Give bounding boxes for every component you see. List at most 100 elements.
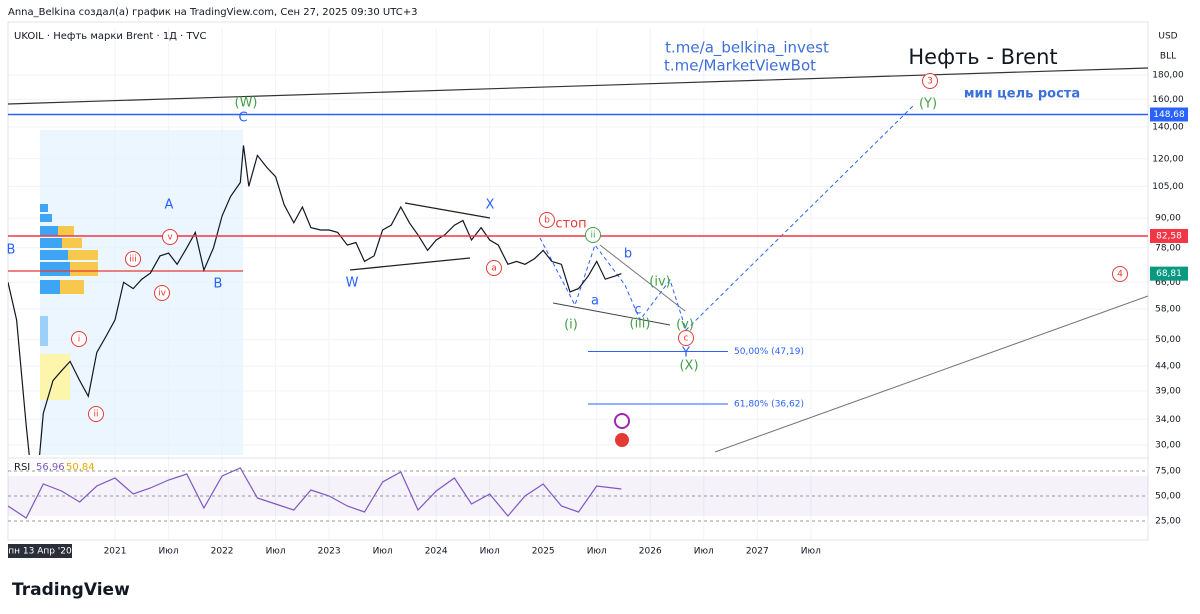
x-tick-label: Июл: [801, 547, 821, 557]
wave-label: B: [7, 243, 16, 258]
wave-label: c: [684, 334, 689, 344]
y-tick-label: 90,00: [1155, 214, 1181, 224]
wave-label: Y: [681, 346, 690, 361]
currency: USD: [1158, 32, 1177, 42]
wave-circle: [1112, 266, 1128, 282]
wave-label: (v): [676, 318, 694, 333]
y-tick-label: 78,00: [1155, 243, 1181, 253]
wave-label: (i): [564, 318, 578, 333]
price-tag: [1150, 266, 1188, 281]
wave-label: X: [486, 198, 495, 213]
wave-label: (X): [679, 359, 698, 374]
chart-title: Нефть - Brent: [908, 45, 1057, 69]
wave-label: t.me/MarketViewBot: [664, 57, 816, 75]
wave-circle: [486, 260, 502, 276]
y-tick-label: 44,00: [1155, 362, 1181, 372]
price-tag: [1150, 107, 1188, 122]
x-tick-label: 2027: [746, 547, 769, 557]
event-icon: [615, 433, 629, 447]
y-tick-label: 66,00: [1155, 278, 1181, 288]
y-tick-label: 140,00: [1152, 122, 1184, 132]
x-tick-label: Июл: [266, 547, 286, 557]
wave-circle: [539, 212, 555, 228]
x-tick-label: 2025: [532, 547, 555, 557]
volume-profile: [40, 204, 98, 400]
unit: BLL: [1160, 52, 1176, 62]
wave-label: iv: [158, 289, 167, 299]
wave-label: ii: [93, 410, 98, 420]
price-tag-label: 82,58: [1156, 231, 1182, 241]
wave-label: (iii): [630, 317, 651, 332]
x-tick-label: 2023: [318, 547, 341, 557]
wave-label: C: [238, 111, 247, 126]
x-tick-label: Июл: [373, 547, 393, 557]
wave-circle: [125, 251, 141, 267]
plot: 30,00 34,00 39,00 44,00 50,00 58,00 66,00 78,00…: [7, 39, 1188, 557]
price-tag: [1150, 228, 1188, 243]
wave-label: ii: [590, 231, 595, 241]
wave-label: B: [214, 277, 223, 292]
price-line: [8, 145, 622, 455]
wave-label: t.me/a_belkina_invest: [665, 39, 829, 58]
wave-label: стоп: [555, 217, 586, 232]
wave-label: b: [544, 216, 550, 226]
fib-label: 50,00% (47,19): [734, 347, 804, 357]
wave-circle: [88, 406, 104, 422]
x-tick-label: Июл: [694, 547, 714, 557]
wave-label: c: [634, 303, 641, 318]
wave-label: v: [167, 233, 173, 243]
price-tag-label: 68,81: [1156, 269, 1182, 279]
wave-label: (W): [235, 96, 258, 111]
x-tick-label: 2021: [104, 547, 127, 557]
crosshair-tag: [8, 544, 72, 558]
rsi-ma-value: 50,84: [66, 462, 95, 473]
y-tick-label: 120,00: [1152, 154, 1184, 164]
y-tick-label: 39,00: [1155, 386, 1181, 396]
wave-label: iii: [129, 255, 137, 265]
wave-circle: [922, 73, 938, 89]
event-icon: [614, 413, 630, 429]
wave-label: W: [346, 276, 359, 291]
x-tick-label: Июл: [480, 547, 500, 557]
x-tick-label: Июл: [587, 547, 607, 557]
wave-circle: [71, 331, 87, 347]
wave-label: (iv): [649, 275, 670, 290]
fib-label: 61,80% (36,62): [734, 399, 804, 409]
rsi-tick-label: 25,00: [1155, 517, 1181, 527]
y-tick-label: 160,00: [1152, 95, 1184, 105]
rsi-title: RSI: [14, 462, 30, 473]
x-tick-label: 2024: [425, 547, 448, 557]
rsi-line: [8, 467, 622, 519]
wave-label: b: [624, 247, 632, 262]
wave-label: (Y): [919, 97, 937, 112]
wave-label: 4: [1117, 270, 1123, 280]
wave-circle: [585, 227, 601, 243]
drawings: [7, 67, 1149, 453]
y-tick-label: 30,00: [1155, 441, 1181, 451]
wave-label: 3: [927, 77, 933, 87]
y-tick-label: 58,00: [1155, 304, 1181, 314]
logo: TradingView: [12, 580, 130, 600]
author-line: Anna_Belkina создал(а) график на Trading…: [8, 7, 418, 18]
wave-circle: [162, 229, 178, 245]
y-tick-label: 180,00: [1152, 71, 1184, 81]
x-tick-label: 2026: [639, 547, 662, 557]
wave-circle: [154, 285, 170, 301]
rsi-tick-label: 50,00: [1155, 492, 1181, 502]
wave-label: i: [78, 335, 81, 345]
wave-label: A: [165, 198, 174, 213]
wave-label: a: [591, 294, 599, 309]
symbol-line: UKOIL · Нефть марки Brent · 1Д · TVC: [14, 31, 206, 42]
x-tick-label: Июл: [159, 547, 179, 557]
y-tick-label: 50,00: [1155, 335, 1181, 345]
wave-circle: [678, 330, 694, 346]
rsi-tick-label: 75,00: [1155, 467, 1181, 477]
crosshair-date: пн 13 Апр '20: [8, 547, 72, 557]
frame: [7, 21, 1149, 541]
y-tick-label: 34,00: [1155, 415, 1181, 425]
y-tick-label: 105,00: [1152, 182, 1184, 192]
x-tick-label: 2022: [211, 547, 234, 557]
wave-label: a: [491, 264, 497, 274]
rsi-value: 56,96: [36, 462, 65, 473]
